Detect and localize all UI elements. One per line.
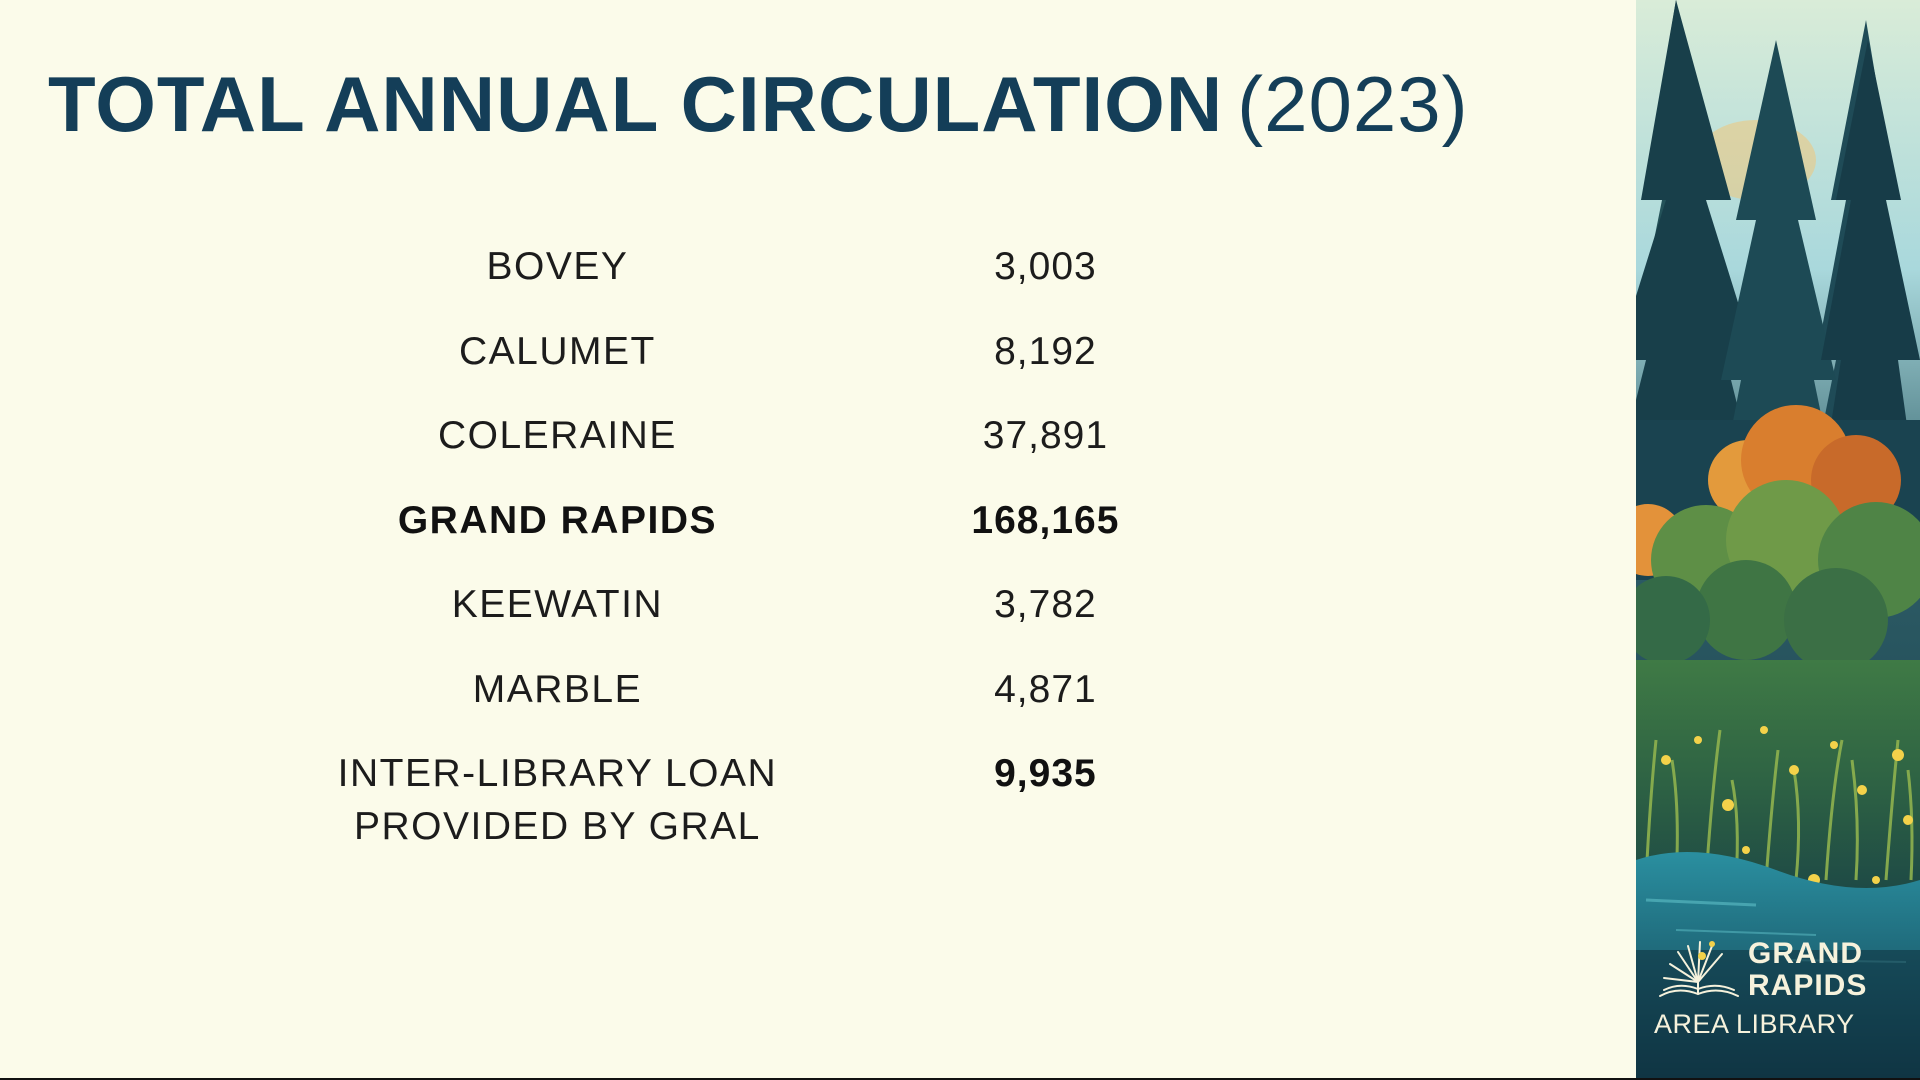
table-row: INTER-LIBRARY LOAN PROVIDED BY GRAL 9,93… xyxy=(280,747,1240,867)
library-name: MARBLE xyxy=(472,667,643,711)
circulation-table: BOVEY 3,003 CALUMET 8,192 COLERAINE 37,8… xyxy=(280,240,1240,867)
logo-text-line2: RAPIDS xyxy=(1748,969,1868,1002)
circulation-value: 37,891 xyxy=(982,414,1109,457)
table-row-highlighted: GRAND RAPIDS 168,165 xyxy=(280,494,1240,579)
library-name-line2: PROVIDED BY GRAL xyxy=(353,805,761,848)
logo-text-line1: GRAND xyxy=(1748,937,1863,970)
bottom-border xyxy=(0,1078,1920,1080)
table-row: CALUMET 8,192 xyxy=(280,325,1240,410)
library-logo: GRAND RAPIDS AREA LIBRARY xyxy=(1650,938,1912,1048)
logo-text-line3: AREA LIBRARY xyxy=(1654,1009,1855,1039)
library-name: CALUMET xyxy=(458,329,656,373)
library-name: KEEWATIN xyxy=(451,583,664,626)
table-row: COLERAINE 37,891 xyxy=(280,409,1240,494)
table-row: BOVEY 3,003 xyxy=(280,240,1240,325)
open-book-sunburst-icon xyxy=(1659,941,1739,997)
forest-illustration xyxy=(1636,0,1920,1078)
slide-title-year: (2023) xyxy=(1237,60,1469,148)
library-name: GRAND RAPIDS xyxy=(397,498,717,542)
circulation-value: 168,165 xyxy=(971,498,1120,542)
circulation-value: 3,003 xyxy=(994,245,1097,288)
library-name-line1: INTER-LIBRARY LOAN xyxy=(337,752,778,795)
circulation-value: 3,782 xyxy=(994,583,1097,626)
library-name: BOVEY xyxy=(486,245,629,288)
circulation-value: 4,871 xyxy=(994,667,1097,711)
table-row: KEEWATIN 3,782 xyxy=(280,578,1240,663)
library-name: COLERAINE xyxy=(437,414,677,457)
table-row: MARBLE 4,871 xyxy=(280,663,1240,748)
slide-title-main: TOTAL ANNUAL CIRCULATION xyxy=(48,60,1224,148)
library-name: INTER-LIBRARY LOAN PROVIDED BY GRAL xyxy=(280,747,835,853)
circulation-value: 8,192 xyxy=(994,329,1097,373)
slide-title: TOTAL ANNUAL CIRCULATION (2023) xyxy=(48,58,1469,150)
circulation-value: 9,935 xyxy=(994,752,1097,795)
